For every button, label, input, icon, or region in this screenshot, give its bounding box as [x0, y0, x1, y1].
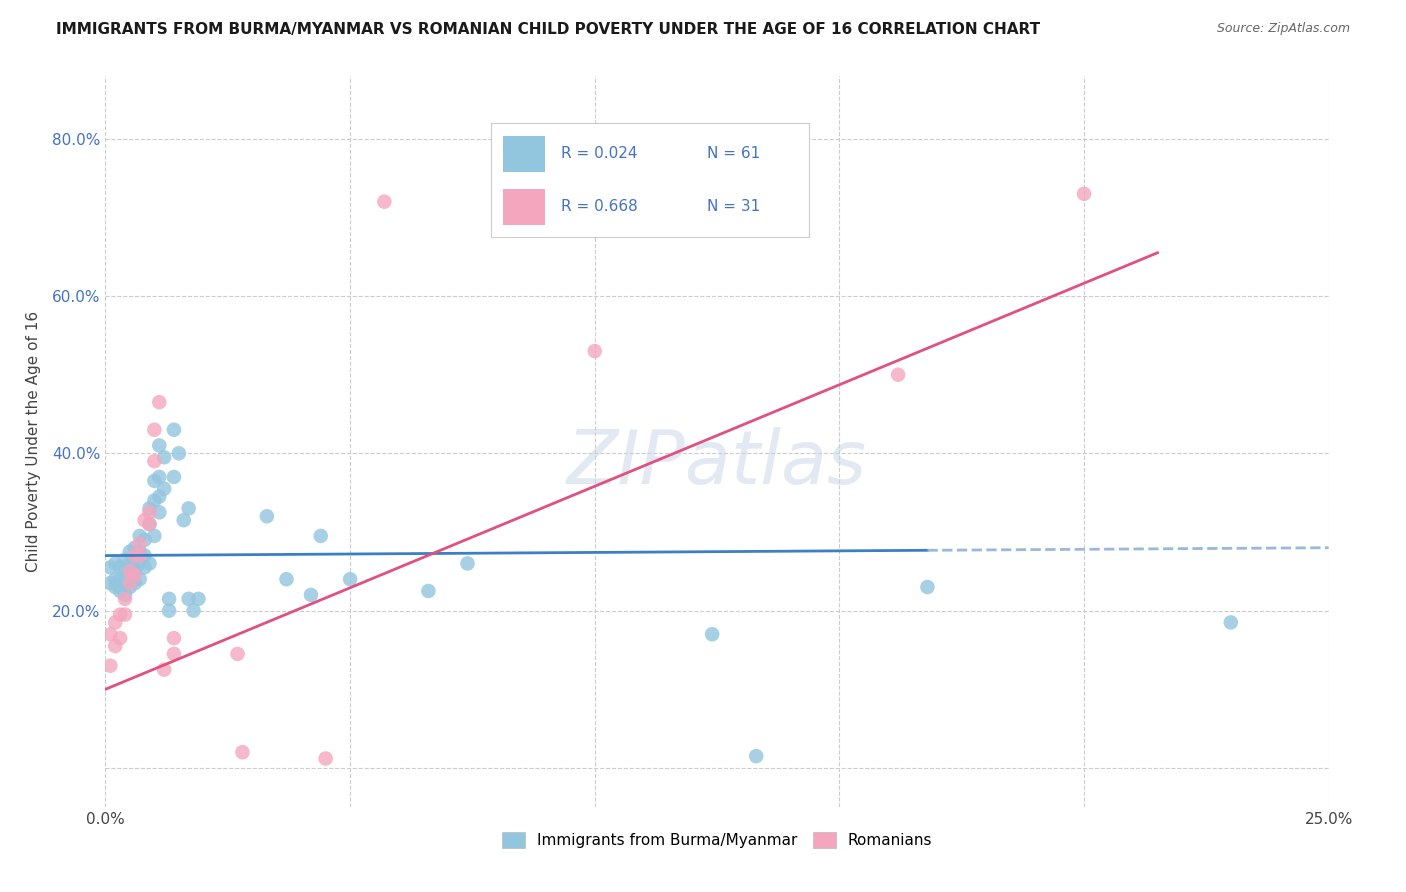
- Point: [167, 446, 190, 460]
- Point: [114, 576, 136, 591]
- Point: [457, 557, 479, 571]
- Point: [231, 745, 253, 759]
- Point: [124, 576, 146, 591]
- Point: [124, 549, 146, 563]
- Point: [118, 568, 141, 582]
- Point: [138, 501, 160, 516]
- Point: [124, 541, 146, 555]
- Point: [163, 647, 186, 661]
- Point: [373, 194, 395, 209]
- Point: [143, 493, 166, 508]
- Point: [153, 450, 176, 465]
- Point: [148, 470, 170, 484]
- Point: [98, 627, 121, 641]
- Point: [745, 749, 768, 764]
- Point: [177, 591, 200, 606]
- Point: [134, 513, 156, 527]
- Point: [917, 580, 939, 594]
- Text: ZIPatlas: ZIPatlas: [567, 427, 868, 500]
- Point: [104, 557, 127, 571]
- Point: [98, 576, 121, 591]
- Point: [256, 509, 278, 524]
- Point: [98, 658, 121, 673]
- Point: [143, 474, 166, 488]
- Point: [1073, 186, 1095, 201]
- Point: [124, 568, 146, 582]
- Point: [128, 537, 150, 551]
- Point: [114, 588, 136, 602]
- Point: [118, 564, 141, 578]
- Point: [138, 505, 160, 519]
- Point: [108, 572, 131, 586]
- Point: [226, 647, 249, 661]
- Point: [124, 564, 146, 578]
- Point: [108, 631, 131, 645]
- Point: [134, 549, 156, 563]
- Point: [187, 591, 209, 606]
- Point: [339, 572, 361, 586]
- Point: [104, 639, 127, 653]
- Point: [98, 560, 121, 574]
- Point: [153, 663, 176, 677]
- Point: [118, 557, 141, 571]
- Point: [114, 552, 136, 566]
- Point: [183, 604, 205, 618]
- Text: Source: ZipAtlas.com: Source: ZipAtlas.com: [1216, 22, 1350, 36]
- Point: [887, 368, 910, 382]
- Text: IMMIGRANTS FROM BURMA/MYANMAR VS ROMANIAN CHILD POVERTY UNDER THE AGE OF 16 CORR: IMMIGRANTS FROM BURMA/MYANMAR VS ROMANIA…: [56, 22, 1040, 37]
- Point: [104, 615, 127, 630]
- Point: [315, 751, 337, 765]
- Point: [124, 552, 146, 566]
- Point: [418, 584, 440, 599]
- Point: [276, 572, 298, 586]
- Point: [153, 482, 176, 496]
- Point: [114, 607, 136, 622]
- Point: [128, 529, 150, 543]
- Point: [104, 580, 127, 594]
- Point: [583, 344, 606, 359]
- Point: [157, 604, 180, 618]
- Point: [148, 395, 170, 409]
- Point: [128, 572, 150, 586]
- Point: [108, 584, 131, 599]
- Point: [108, 560, 131, 574]
- Point: [148, 490, 170, 504]
- Point: [138, 517, 160, 532]
- Point: [138, 557, 160, 571]
- Point: [1219, 615, 1241, 630]
- Point: [104, 572, 127, 586]
- Y-axis label: Child Poverty Under the Age of 16: Child Poverty Under the Age of 16: [25, 311, 41, 572]
- Point: [299, 588, 322, 602]
- Point: [309, 529, 332, 543]
- Point: [702, 627, 724, 641]
- Point: [128, 557, 150, 571]
- Point: [118, 576, 141, 591]
- Point: [118, 580, 141, 594]
- Point: [108, 607, 131, 622]
- Point: [148, 505, 170, 519]
- Point: [118, 544, 141, 558]
- Point: [163, 423, 186, 437]
- Point: [148, 438, 170, 452]
- Point: [134, 533, 156, 547]
- Point: [128, 544, 150, 558]
- Point: [138, 517, 160, 532]
- Point: [114, 591, 136, 606]
- Point: [177, 501, 200, 516]
- Point: [114, 564, 136, 578]
- Legend: Immigrants from Burma/Myanmar, Romanians: Immigrants from Burma/Myanmar, Romanians: [496, 826, 938, 855]
- Point: [163, 470, 186, 484]
- Point: [173, 513, 195, 527]
- Point: [157, 591, 180, 606]
- Point: [134, 560, 156, 574]
- Point: [143, 529, 166, 543]
- Point: [143, 454, 166, 468]
- Point: [143, 423, 166, 437]
- Point: [163, 631, 186, 645]
- Point: [128, 549, 150, 563]
